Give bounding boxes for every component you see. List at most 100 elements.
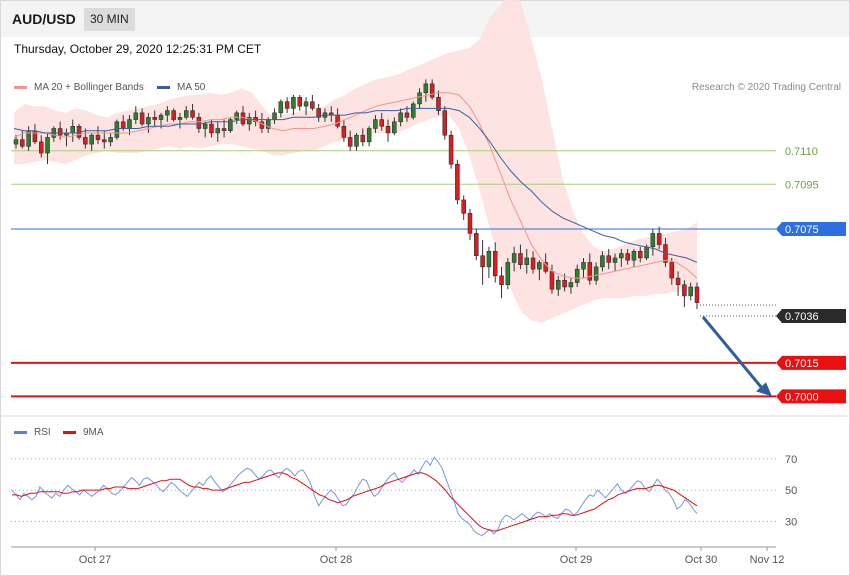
candle-body: [385, 126, 391, 134]
candle-body: [272, 112, 277, 120]
candle-body: [228, 119, 233, 131]
candle: [45, 132, 50, 165]
candle: [411, 101, 416, 120]
candle: [202, 121, 208, 138]
legend-ma20: MA 20 + Bollinger Bands: [14, 82, 144, 93]
candle-body: [278, 101, 284, 114]
resistance-label: 0.7110: [785, 146, 818, 158]
candle: [108, 132, 113, 147]
candle-body: [587, 262, 593, 281]
candle: [360, 128, 366, 147]
x-tick-label: Oct 28: [320, 554, 352, 566]
ma20-swatch: [14, 86, 27, 89]
candle-body: [436, 96, 441, 111]
candle-body: [631, 251, 637, 261]
candle-body: [467, 213, 473, 234]
candle-body: [404, 112, 410, 118]
candle-body: [373, 119, 378, 129]
candle-body: [190, 110, 195, 118]
candle: [284, 97, 290, 113]
support-label-box: [776, 355, 846, 370]
candle-body: [297, 96, 302, 107]
candle: [114, 119, 120, 140]
candle: [556, 275, 561, 296]
candle-body: [606, 255, 611, 263]
last-price-label-box: [776, 309, 846, 324]
candle-body: [511, 253, 517, 263]
candle: [505, 257, 511, 290]
candle-body: [461, 199, 466, 214]
candle: [625, 249, 630, 265]
candle-body: [600, 255, 605, 268]
candle: [593, 262, 599, 285]
candle-body: [303, 101, 309, 107]
forecast-arrow-head: [756, 382, 772, 397]
candle-body: [398, 112, 403, 123]
candle-body: [556, 280, 561, 290]
candle-body: [625, 253, 630, 261]
candle: [688, 282, 693, 301]
candle: [486, 246, 492, 279]
candle-body: [518, 253, 523, 265]
candle-body: [139, 112, 145, 125]
candle: [480, 240, 485, 285]
candle-body: [530, 257, 536, 270]
candle: [133, 106, 139, 125]
candle: [13, 135, 19, 149]
candle-body: [120, 121, 126, 129]
candle: [398, 108, 403, 127]
candle-body: [688, 286, 693, 297]
candlesticks: [13, 79, 700, 310]
legend-ma50: MA 50: [157, 82, 205, 93]
candle: [638, 246, 643, 263]
candle-body: [108, 137, 113, 143]
candle: [184, 106, 189, 120]
candle: [581, 257, 586, 279]
candle-body: [32, 130, 38, 143]
candle-body: [694, 286, 700, 303]
candle-body: [202, 123, 208, 129]
x-tick-label: Oct 27: [79, 554, 111, 566]
candle-body: [366, 128, 372, 143]
candle-body: [45, 137, 50, 154]
candle-body: [568, 282, 574, 288]
rsi-tick-label: 70: [785, 454, 797, 466]
candle-body: [335, 114, 340, 127]
candle: [165, 106, 170, 122]
candle: [474, 228, 479, 261]
candle: [209, 119, 214, 138]
candle: [83, 128, 88, 149]
level-labels: 0.7110 0.7095 0.7075 0.7036 0.7015 0.7000: [776, 146, 846, 404]
candle-body: [492, 251, 498, 277]
candle: [379, 112, 384, 131]
candle-body: [682, 284, 687, 297]
timeframe-badge[interactable]: 30 MIN: [84, 8, 135, 31]
candle-body: [644, 246, 649, 259]
candle-body: [165, 110, 170, 116]
candle-body: [13, 139, 19, 145]
support-label: 0.7015: [785, 358, 819, 370]
price-levels: [11, 150, 776, 398]
forecast-arrow: [0, 316, 850, 417]
candle-body: [347, 137, 353, 147]
support-label-box: [776, 389, 846, 404]
candle: [171, 108, 176, 122]
candle-body: [442, 110, 448, 136]
candle: [436, 90, 441, 116]
candle-body: [146, 117, 151, 125]
candle: [587, 253, 593, 285]
candle-body: [423, 83, 429, 94]
candle: [177, 112, 183, 129]
candle-body: [612, 257, 618, 263]
pivot-label: 0.7075: [785, 224, 819, 236]
candle: [518, 244, 523, 270]
candle: [392, 117, 397, 136]
rsi-9ma-line: [12, 472, 698, 532]
rsi-swatch: [14, 431, 27, 434]
copyright: Research © 2020 Trading Central: [691, 82, 841, 93]
candle-body: [480, 255, 485, 268]
candle: [530, 251, 536, 274]
x-tick-label: Oct 29: [560, 554, 592, 566]
candle: [442, 106, 448, 140]
candle: [423, 79, 429, 102]
